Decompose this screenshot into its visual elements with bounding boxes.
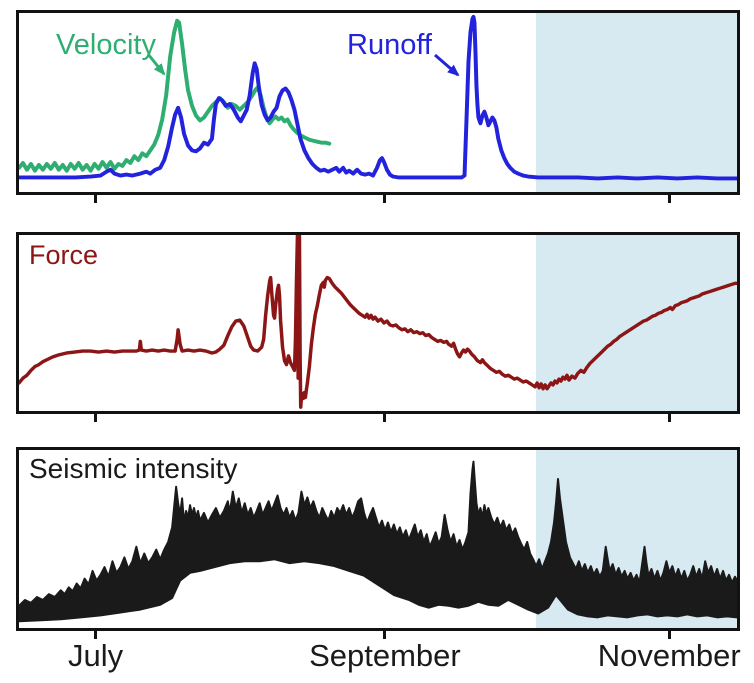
- velocity-arrow-icon: [146, 53, 166, 76]
- runoff-label: Runoff: [347, 29, 432, 61]
- velocity-line: [19, 18, 332, 173]
- force-line: [19, 235, 737, 409]
- velocity-label: Velocity: [56, 29, 156, 61]
- axis-tick: [383, 195, 387, 203]
- axis-tick: [94, 414, 98, 422]
- axis-tick: [94, 195, 98, 203]
- axis-tick: [667, 414, 671, 422]
- axis-tick: [667, 195, 671, 203]
- axis-tick: [667, 631, 671, 639]
- seismic-plot: [19, 450, 737, 628]
- axis-tick: [383, 631, 387, 639]
- runoff-line: [19, 14, 737, 181]
- runoff-arrow-icon: [434, 53, 460, 77]
- force-plot: [19, 235, 737, 411]
- month-label-september: September: [309, 638, 461, 673]
- shaded-region: [535, 235, 737, 411]
- month-label-november: November: [597, 638, 741, 673]
- panel-force: [16, 232, 740, 414]
- force-label: Force: [29, 240, 99, 270]
- velocity-runoff-plot: [19, 13, 737, 192]
- axis-tick: [94, 631, 98, 639]
- seismic-intensity-label: Seismic intensity: [29, 453, 238, 484]
- panel-seismic: [16, 447, 740, 631]
- month-label-july: July: [67, 638, 124, 673]
- axis-tick: [383, 414, 387, 422]
- shaded-region: [535, 13, 737, 192]
- panel-velocity-runoff: [16, 10, 740, 195]
- seismic-intensity-band: [19, 460, 737, 623]
